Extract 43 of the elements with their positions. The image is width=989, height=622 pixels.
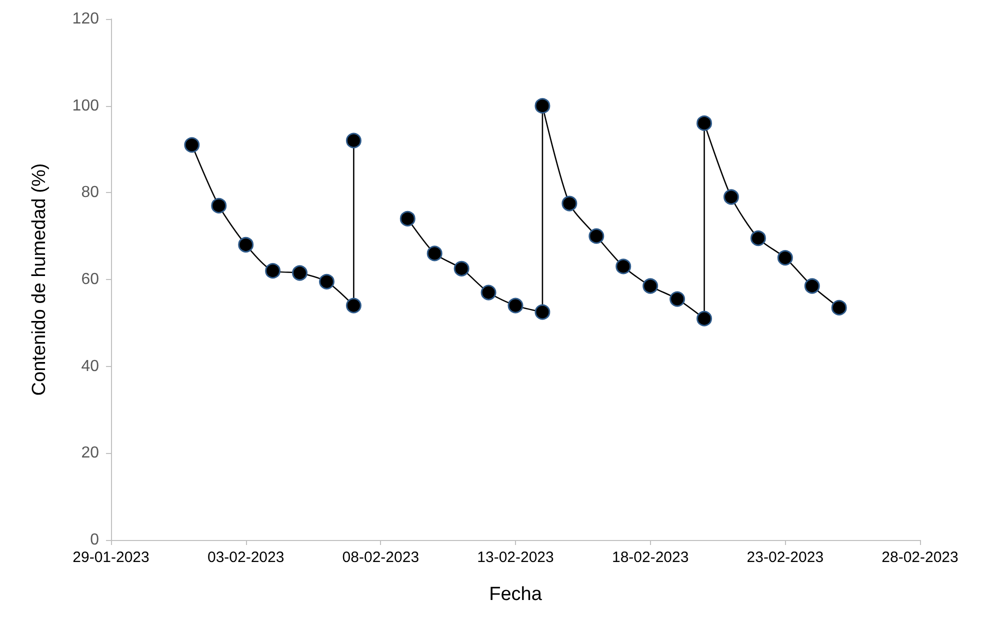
point	[588, 228, 604, 244]
point	[777, 250, 793, 266]
y-tick-label: 60	[81, 271, 100, 288]
point	[265, 263, 281, 279]
point	[696, 310, 712, 326]
point	[319, 274, 334, 290]
y-tick-label: 80	[81, 184, 100, 202]
point	[346, 298, 362, 314]
x-tick-label: 29-01-2023	[72, 549, 150, 566]
point	[508, 298, 524, 314]
point	[642, 278, 658, 294]
point	[426, 246, 442, 262]
point	[292, 265, 308, 281]
point	[346, 132, 362, 148]
point	[211, 198, 227, 214]
y-tick-label: 120	[72, 10, 100, 28]
x-tick-label: 23-02-2023	[746, 549, 824, 566]
point	[534, 98, 550, 114]
point	[562, 196, 578, 212]
point	[670, 291, 686, 307]
point	[184, 137, 200, 153]
point	[400, 210, 416, 226]
point	[454, 260, 470, 276]
y-tick-label: 20	[81, 444, 100, 462]
point	[831, 300, 847, 316]
y-axis-title: Contenido de humedad (%)	[29, 163, 50, 396]
point	[696, 115, 712, 131]
y-tick-label: 40	[81, 358, 100, 375]
point	[616, 258, 632, 274]
y-tick-label: 0	[90, 532, 100, 548]
x-axis-title: Fecha	[489, 584, 542, 605]
x-tick-label: 18-02-2023	[612, 549, 689, 566]
point	[804, 278, 820, 294]
x-tick-label: 08-02-2023	[342, 549, 420, 566]
point	[750, 230, 766, 246]
x-tick-label: 13-02-2023	[477, 549, 554, 566]
x-tick-label: 03-02-2023	[207, 549, 284, 566]
point	[238, 237, 254, 253]
y-tick-label: 100	[72, 97, 100, 114]
point	[480, 284, 496, 300]
point	[534, 304, 550, 320]
point	[724, 189, 739, 205]
x-tick-label: 28-02-2023	[882, 549, 958, 566]
